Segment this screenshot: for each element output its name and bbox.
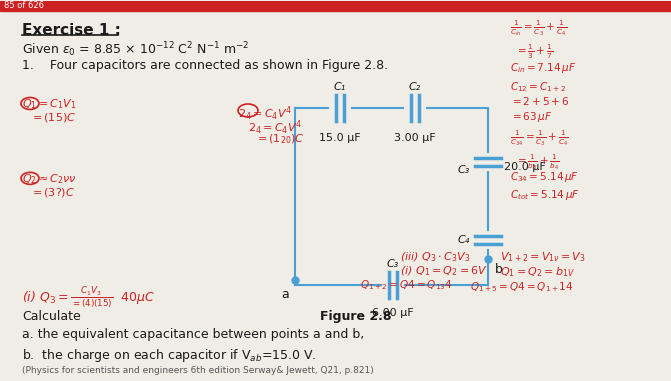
Text: (i) $Q_1 = Q_2 = 6V$: (i) $Q_1 = Q_2 = 6V$ — [400, 264, 488, 278]
Text: 20.0 μF: 20.0 μF — [504, 162, 546, 172]
Text: $C_{tot} = 5.14\,\mu F$: $C_{tot} = 5.14\,\mu F$ — [510, 188, 580, 202]
Text: 85 of 626: 85 of 626 — [4, 1, 44, 10]
Text: 1.    Four capacitors are connected as shown in Figure 2.8.: 1. Four capacitors are connected as show… — [22, 59, 388, 72]
Text: (Physics for scientists and engineers 6th edition Serway& Jewett, Q21, p.821): (Physics for scientists and engineers 6t… — [22, 366, 374, 375]
Text: Exercise 1 :: Exercise 1 : — [22, 22, 121, 38]
Text: $C_{34} = 5.14\,\mu F$: $C_{34} = 5.14\,\mu F$ — [510, 170, 579, 184]
Text: 15.0 μF: 15.0 μF — [319, 133, 361, 143]
Text: $Q_2 \approx C_2 \nu\nu$: $Q_2 \approx C_2 \nu\nu$ — [22, 172, 77, 186]
Text: $= (3?) C$: $= (3?) C$ — [30, 186, 75, 199]
Text: a. the equivalent capacitance between points a and b,: a. the equivalent capacitance between po… — [22, 328, 364, 341]
Text: $\frac{1}{C_{in}} = \frac{1}{C_3} + \frac{1}{C_4}$: $\frac{1}{C_{in}} = \frac{1}{C_3} + \fra… — [510, 19, 567, 38]
Bar — [0, 1, 671, 11]
Text: C₁: C₁ — [334, 83, 346, 93]
Text: Given $\varepsilon_0$ = 8.85 $\times$ 10$^{-12}$ C$^2$ N$^{-1}$ m$^{-2}$: Given $\varepsilon_0$ = 8.85 $\times$ 10… — [22, 41, 250, 59]
Text: Figure 2.8: Figure 2.8 — [320, 310, 391, 323]
Text: C₂: C₂ — [409, 83, 421, 93]
Text: $Q_1 = C_1V_1$: $Q_1 = C_1V_1$ — [22, 98, 76, 111]
Text: (i) $Q_3 = \frac{C_1 V_3}{= (4)(15)}$  $40 \mu C$: (i) $Q_3 = \frac{C_1 V_3}{= (4)(15)}$ $4… — [22, 285, 156, 311]
Text: $= 63\,\mu F$: $= 63\,\mu F$ — [510, 110, 552, 125]
Text: a: a — [281, 288, 289, 301]
Text: C₄: C₄ — [458, 235, 470, 245]
Text: b: b — [495, 263, 503, 276]
Text: $= (1_{20}) C$: $= (1_{20}) C$ — [255, 133, 305, 146]
Text: $Q_{1+2} = Q4 = Q_{13}4$: $Q_{1+2} = Q4 = Q_{13}4$ — [360, 278, 453, 292]
Text: 6.00 μF: 6.00 μF — [372, 308, 414, 318]
Text: $Q_{1+5} = Q4 = Q_{1+}14$: $Q_{1+5} = Q4 = Q_{1+}14$ — [470, 280, 574, 294]
Text: $C_{12} = C_{1+2}$: $C_{12} = C_{1+2}$ — [510, 80, 566, 94]
Text: $= \frac{1}{3} + \frac{1}{7}$: $= \frac{1}{3} + \frac{1}{7}$ — [515, 43, 553, 61]
Text: $C_{in} = 7.14\,\mu F$: $C_{in} = 7.14\,\mu F$ — [510, 61, 576, 75]
Text: C₃: C₃ — [458, 165, 470, 175]
Text: 3.00 μF: 3.00 μF — [394, 133, 435, 143]
Text: $= 2 + 5 + 6$: $= 2 + 5 + 6$ — [510, 96, 570, 107]
Text: (iii) $Q_3 \cdot C_3 V_3$: (iii) $Q_3 \cdot C_3 V_3$ — [400, 250, 470, 264]
Text: $= (15) C$: $= (15) C$ — [30, 112, 76, 125]
Text: C₃: C₃ — [387, 259, 399, 269]
Text: Calculate: Calculate — [22, 310, 81, 323]
Text: $2_4 = C_4 V^4$: $2_4 = C_4 V^4$ — [248, 118, 302, 137]
Text: $2_4 = C_4 V^4$: $2_4 = C_4 V^4$ — [238, 104, 292, 123]
Text: $V_{1+2} = V_{1\nu} = V_3$: $V_{1+2} = V_{1\nu} = V_3$ — [500, 250, 586, 264]
Text: b.  the charge on each capacitor if V$_{ab}$=15.0 V.: b. the charge on each capacitor if V$_{a… — [22, 347, 317, 364]
Text: $= \frac{1}{b_3} + \frac{1}{b_4}$: $= \frac{1}{b_3} + \frac{1}{b_4}$ — [515, 152, 560, 172]
Text: $Q_1 = Q_2 = b_{1V}$: $Q_1 = Q_2 = b_{1V}$ — [500, 265, 575, 279]
Text: $\frac{1}{C_{34}} = \frac{1}{C_{3}} + \frac{1}{C_4}$: $\frac{1}{C_{34}} = \frac{1}{C_{3}} + \f… — [510, 128, 569, 148]
